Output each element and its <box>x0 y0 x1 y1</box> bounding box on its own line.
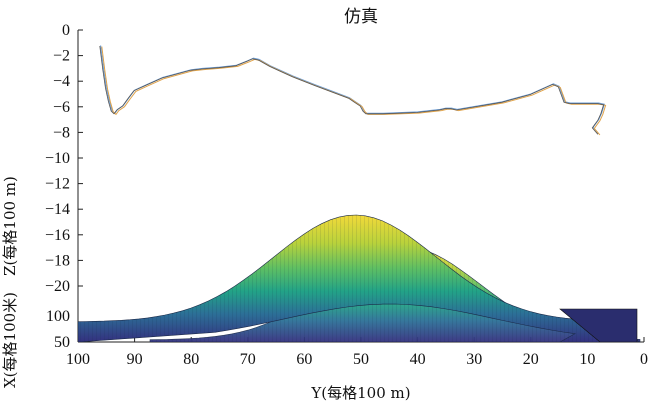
y-tick-label: 30 <box>466 351 482 368</box>
y-tick-label: 70 <box>240 351 256 368</box>
y-tick-label: 0 <box>640 351 648 368</box>
z-tick-label: −2 <box>53 48 70 65</box>
terrain-base-right <box>559 308 638 342</box>
x-depth-axis-ticks: 100 50 <box>46 308 70 351</box>
z-tick-label: −16 <box>45 227 70 244</box>
z-axis-ticks: 0 −2 −4 −6 −8 −10 −12 −14 −16 −18 −20 <box>45 22 83 295</box>
z-tick-label: −4 <box>53 73 70 90</box>
trajectory-series-1 <box>100 45 606 135</box>
y-axis-ticks: 100 90 80 70 60 50 40 30 20 10 0 <box>66 337 648 368</box>
z-tick-label: −14 <box>45 201 70 218</box>
y-tick-label: 50 <box>353 351 369 368</box>
chart-title: 仿真 <box>344 7 378 27</box>
trajectory-series-2 <box>101 46 607 136</box>
y-tick-label: 20 <box>523 351 539 368</box>
z-tick-label: −8 <box>53 124 70 141</box>
z-tick-label: −12 <box>45 176 70 193</box>
y-tick-label: 100 <box>66 351 90 368</box>
z-tick-label: 0 <box>62 22 70 39</box>
depth-tick-label: 50 <box>54 334 70 351</box>
trajectory-series-3 <box>99 45 605 135</box>
x-depth-axis-label: X(每格100米) <box>1 292 19 388</box>
y-tick-label: 90 <box>127 351 143 368</box>
z-tick-label: −10 <box>45 150 70 167</box>
depth-tick-label: 100 <box>46 308 70 325</box>
y-tick-label: 60 <box>296 351 312 368</box>
z-axis-label: Z(每格100 m) <box>1 176 19 276</box>
z-tick-label: −20 <box>45 278 70 295</box>
terrain-surface-front-mesh <box>78 215 640 342</box>
y-tick-label: 40 <box>410 351 426 368</box>
y-tick-label: 10 <box>579 351 595 368</box>
z-tick-label: −6 <box>53 99 70 116</box>
z-tick-label: −18 <box>45 252 70 269</box>
y-axis-label: Y(每格100 m) <box>310 384 410 402</box>
y-tick-label: 80 <box>183 351 199 368</box>
